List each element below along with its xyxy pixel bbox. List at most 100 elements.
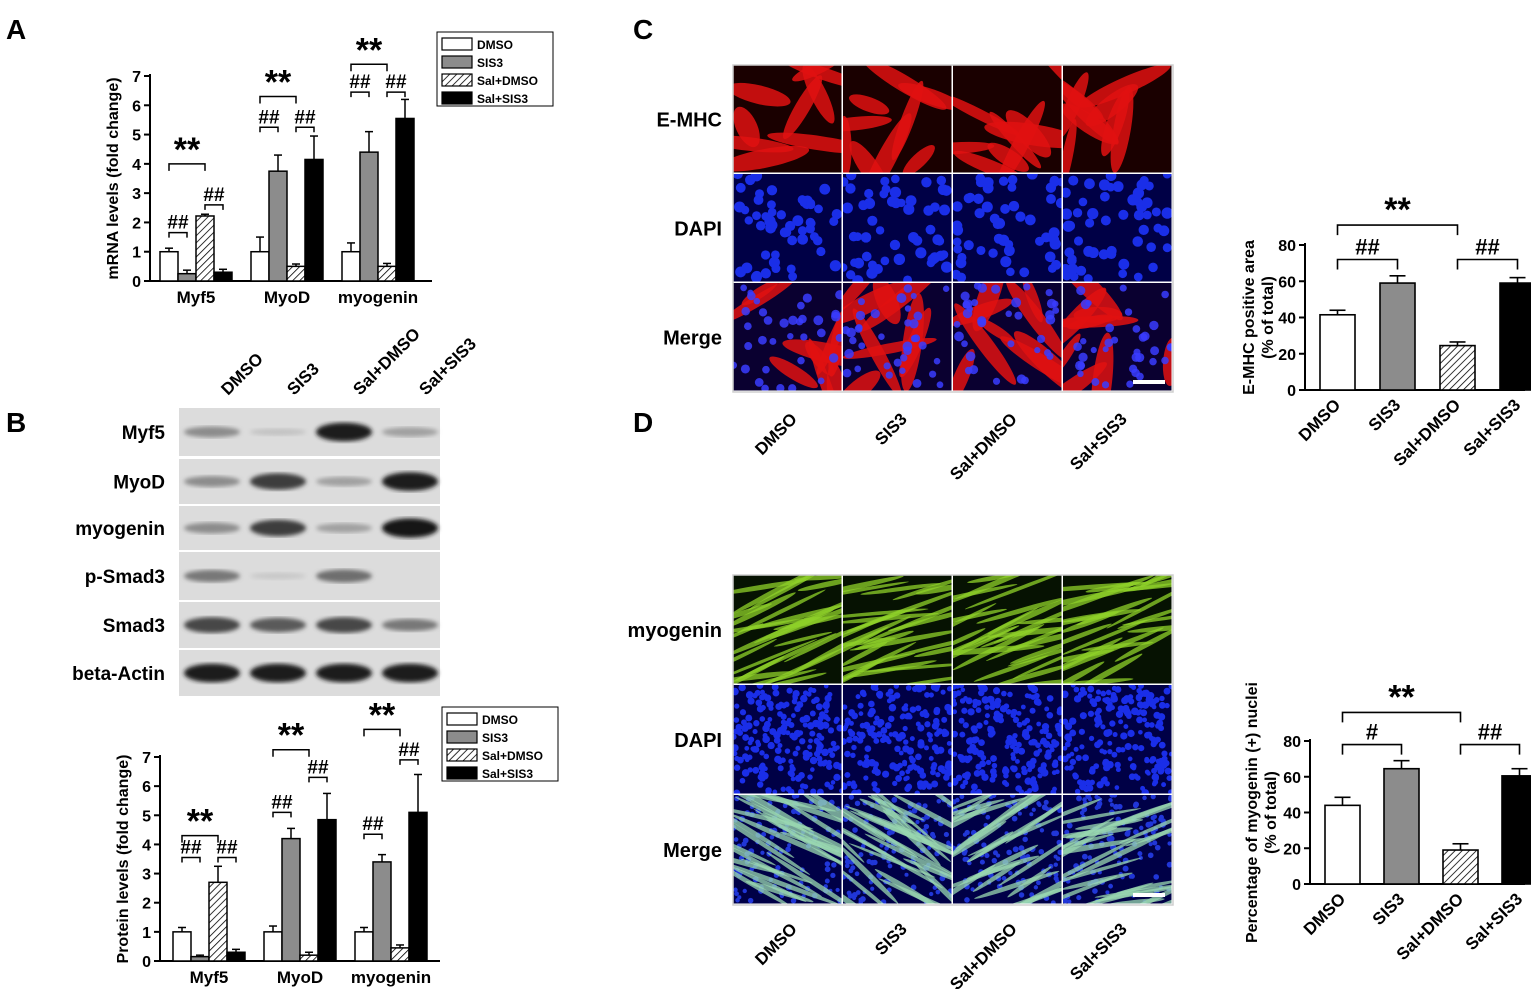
nucleus xyxy=(1007,182,1017,192)
nucleus xyxy=(898,750,904,756)
nucleus xyxy=(1080,338,1087,345)
nucleus xyxy=(964,897,970,903)
nucleus xyxy=(846,780,852,787)
nucleus xyxy=(761,212,770,221)
nucleus xyxy=(1123,695,1131,703)
myofiber xyxy=(748,672,827,684)
nucleus xyxy=(1046,194,1056,204)
nucleus xyxy=(843,724,849,730)
myotube xyxy=(953,348,975,391)
nucleus xyxy=(998,176,1009,186)
nucleus xyxy=(1011,815,1018,822)
nucleus xyxy=(911,807,918,814)
nucleus xyxy=(1162,243,1172,253)
nucleus xyxy=(873,720,879,726)
nucleus xyxy=(1073,695,1082,703)
nucleus xyxy=(776,210,786,220)
panel-letter-d: D xyxy=(633,407,653,438)
nucleus xyxy=(1127,756,1133,762)
nucleus xyxy=(1083,245,1095,257)
nucleus xyxy=(870,685,878,691)
y-tick-label: 4 xyxy=(132,157,141,174)
nucleus xyxy=(1058,718,1062,724)
significance-hash: ## xyxy=(180,838,202,859)
nucleus xyxy=(1016,710,1022,716)
nucleus xyxy=(1069,717,1077,725)
y-tick-label: 6 xyxy=(142,779,151,796)
nucleus xyxy=(1107,748,1113,755)
myofiber xyxy=(953,624,1045,671)
nucleus xyxy=(1107,740,1113,746)
nucleus xyxy=(867,710,875,718)
nucleus xyxy=(1063,187,1071,198)
nucleus xyxy=(1079,712,1087,720)
nucleus xyxy=(1057,177,1062,187)
significance-stars: ** xyxy=(174,131,201,169)
nucleus xyxy=(1108,883,1113,889)
nucleus xyxy=(818,735,825,741)
nucleus xyxy=(1092,888,1098,894)
micrograph-merge-sal-dmso xyxy=(953,795,1062,904)
myofiber xyxy=(968,802,1062,862)
blot-band xyxy=(250,519,306,537)
nucleus xyxy=(833,773,841,781)
nucleus xyxy=(936,798,942,804)
nucleus xyxy=(760,250,771,260)
nucleus xyxy=(1166,775,1172,782)
nucleus xyxy=(780,719,787,725)
blot-band xyxy=(184,522,240,534)
myotube xyxy=(899,307,932,378)
nucleus xyxy=(905,769,911,775)
nucleus xyxy=(875,226,885,235)
x-tick-label-myogenin: myogenin xyxy=(338,288,418,307)
nucleus xyxy=(1164,702,1170,709)
nucleus xyxy=(983,177,994,188)
myotube xyxy=(972,283,1006,332)
nucleus xyxy=(903,275,913,282)
myofiber xyxy=(953,799,1005,818)
nucleus xyxy=(897,198,906,208)
nucleus xyxy=(740,685,746,690)
nucleus xyxy=(909,757,916,764)
legend-swatch-sis3 xyxy=(446,730,478,744)
micrograph-dapi-sal-sis3 xyxy=(1063,174,1172,282)
nucleus xyxy=(935,771,941,778)
nucleus xyxy=(788,272,798,281)
nucleus xyxy=(1160,762,1168,769)
significance-bracket xyxy=(350,63,388,72)
nucleus xyxy=(1036,880,1041,886)
nucleus xyxy=(1007,174,1018,185)
nucleus xyxy=(1044,349,1052,357)
nucleus xyxy=(1046,711,1054,719)
nucleus xyxy=(762,732,768,738)
nucleus xyxy=(806,198,816,208)
myotube xyxy=(1063,76,1119,145)
nucleus xyxy=(1161,290,1169,299)
nucleus xyxy=(933,706,941,714)
nucleus xyxy=(1124,743,1132,751)
nucleus xyxy=(734,891,739,897)
nucleus xyxy=(972,703,978,709)
nucleus xyxy=(1100,724,1106,730)
significance-bracket xyxy=(259,126,279,133)
myofiber xyxy=(737,589,826,634)
nucleus xyxy=(1024,214,1036,226)
tile-content xyxy=(953,65,1062,173)
nucleus xyxy=(923,711,930,719)
nucleus xyxy=(961,340,968,348)
nucleus xyxy=(864,745,872,753)
nucleus xyxy=(758,774,766,782)
nucleus xyxy=(747,754,753,760)
significance-bracket xyxy=(1341,743,1403,755)
myofiber xyxy=(797,577,842,592)
blot-band xyxy=(250,617,306,633)
myotube xyxy=(977,317,1015,344)
nucleus xyxy=(953,709,958,715)
nucleus xyxy=(953,690,959,699)
nucleus xyxy=(760,850,765,855)
blot-band xyxy=(382,663,438,683)
nucleus xyxy=(973,193,984,204)
legend-swatch-sal-sis3 xyxy=(446,766,478,780)
nucleus xyxy=(1064,829,1070,835)
micrograph-myogenin-sis3 xyxy=(843,575,952,684)
